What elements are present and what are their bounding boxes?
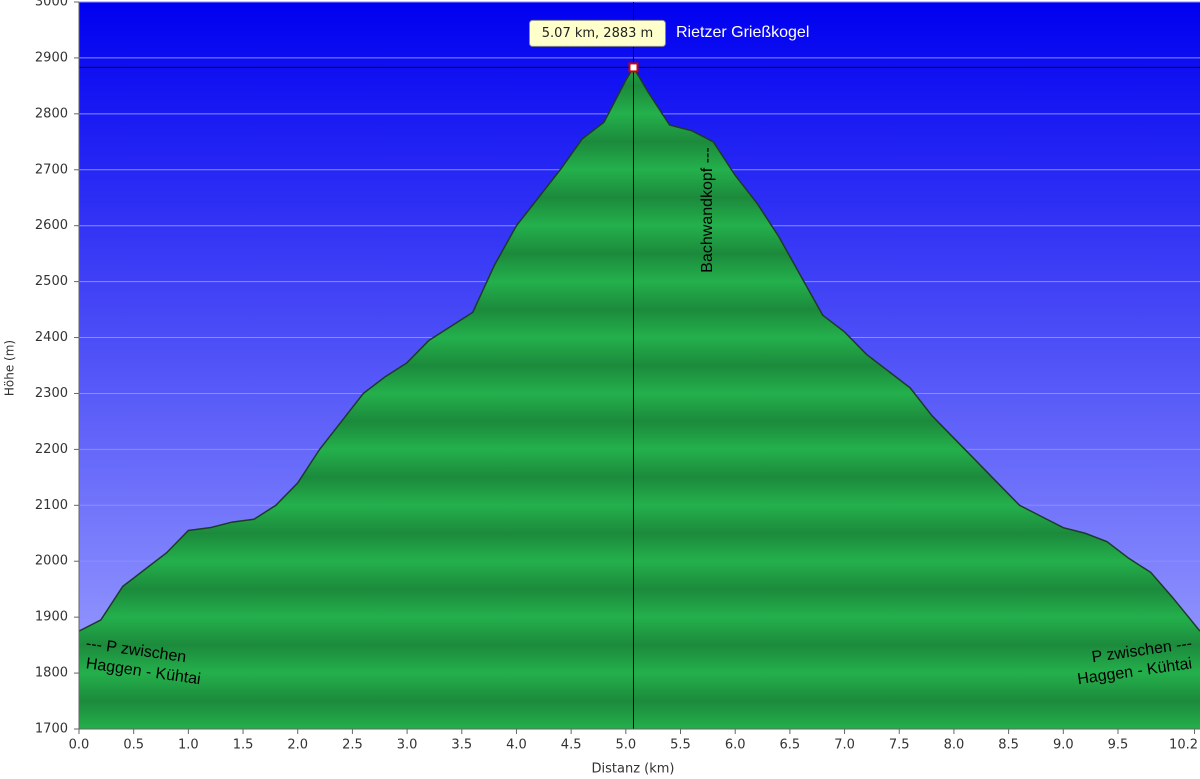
- y-tick-label: 2800: [35, 106, 68, 121]
- x-tick-label: 2.0: [287, 738, 308, 753]
- y-tick-label: 2100: [35, 498, 68, 513]
- x-tick-label: 8.5: [998, 738, 1019, 753]
- x-tick-label: 5.5: [670, 738, 691, 753]
- y-tick-label: 2600: [35, 218, 68, 233]
- annotation: Bachwandkopf ---: [699, 147, 716, 272]
- y-tick-label: 3000: [35, 0, 68, 10]
- y-tick-label: 2900: [35, 50, 68, 65]
- x-tick-label: 5.0: [615, 738, 636, 753]
- x-tick-label: 4.5: [561, 738, 582, 753]
- x-tick-label: 0.5: [123, 738, 144, 753]
- x-tick-label: 1.5: [233, 738, 254, 753]
- x-tick-label: 10.2: [1169, 738, 1198, 753]
- y-tick-label: 1900: [35, 610, 68, 625]
- x-tick-label: 9.5: [1108, 738, 1129, 753]
- y-axis-title: Höhe (m): [3, 340, 17, 396]
- x-tick-label: 6.0: [725, 738, 746, 753]
- y-tick-label: 2400: [35, 330, 68, 345]
- x-tick-label: 9.0: [1053, 738, 1074, 753]
- y-tick-label: 2500: [35, 274, 68, 289]
- y-tick-label: 2700: [35, 162, 68, 177]
- y-tick-label: 2300: [35, 386, 68, 401]
- x-tick-label: 7.5: [889, 738, 910, 753]
- x-tick-label: 8.0: [944, 738, 965, 753]
- x-tick-label: 4.0: [506, 738, 527, 753]
- y-tick-label: 1700: [35, 722, 68, 737]
- tooltip-box: [528, 19, 666, 47]
- x-tick-label: 2.5: [342, 738, 363, 753]
- annotation: Rietzer Grießkogel: [676, 24, 809, 41]
- terrain-area: [79, 67, 1200, 730]
- x-tick-label: 7.0: [834, 738, 855, 753]
- y-tick-label: 2200: [35, 442, 68, 457]
- highlight-marker: [628, 62, 639, 73]
- x-tick-label: 1.0: [178, 738, 199, 753]
- x-tick-label: 6.5: [780, 738, 801, 753]
- x-tick-label: 3.5: [451, 738, 472, 753]
- tooltip-label: 5.07 km, 2883 m: [542, 26, 653, 41]
- x-tick-label: 0.0: [69, 738, 90, 753]
- y-tick-label: 1800: [35, 666, 68, 681]
- x-tick-label: 3.0: [397, 738, 418, 753]
- y-tick-label: 2000: [35, 554, 68, 569]
- x-axis-title: Distanz (km): [592, 762, 675, 777]
